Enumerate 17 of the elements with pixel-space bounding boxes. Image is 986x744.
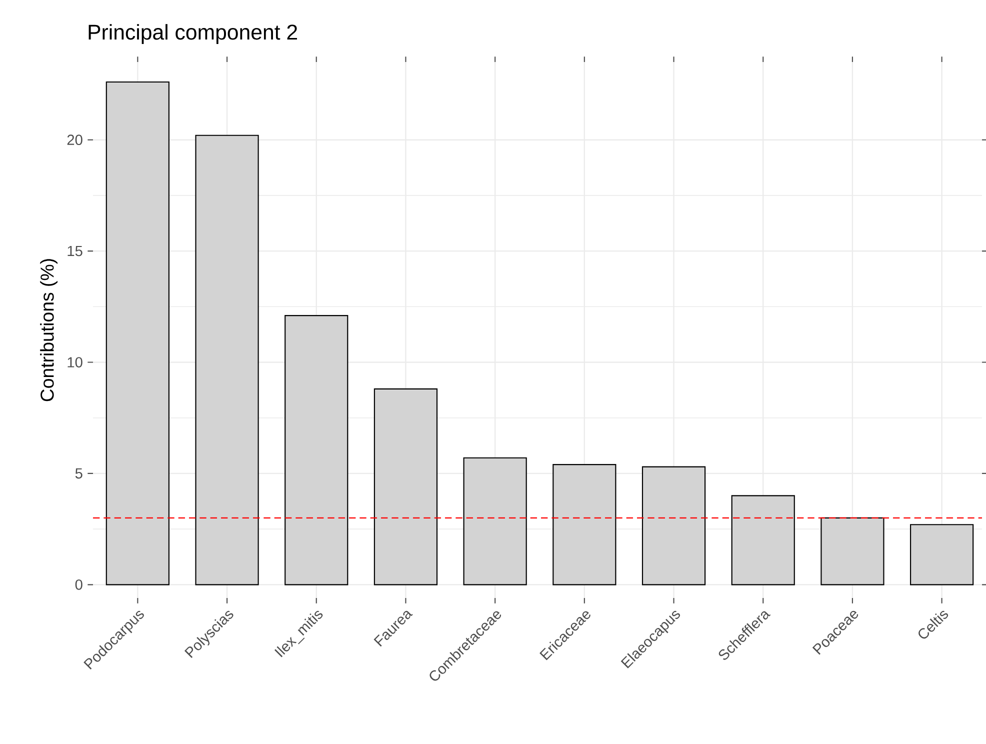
y-axis-title: Contributions (%) [40, 259, 58, 402]
bar [642, 466, 706, 586]
bar [910, 524, 974, 586]
bar [106, 81, 170, 586]
chart-title: Principal component 2 [88, 24, 298, 44]
bar [284, 315, 348, 586]
bar [374, 388, 438, 586]
y-tick-label: 15 [68, 246, 82, 256]
bar [731, 495, 795, 586]
y-tick-label: 10 [68, 357, 82, 368]
y-tick-label: 20 [67, 134, 82, 146]
bar [552, 464, 616, 586]
bar [463, 457, 527, 586]
bar [820, 517, 884, 586]
y-tick-label: 5 [75, 468, 82, 479]
y-tick-label: 0 [75, 579, 82, 590]
bar [195, 134, 259, 586]
